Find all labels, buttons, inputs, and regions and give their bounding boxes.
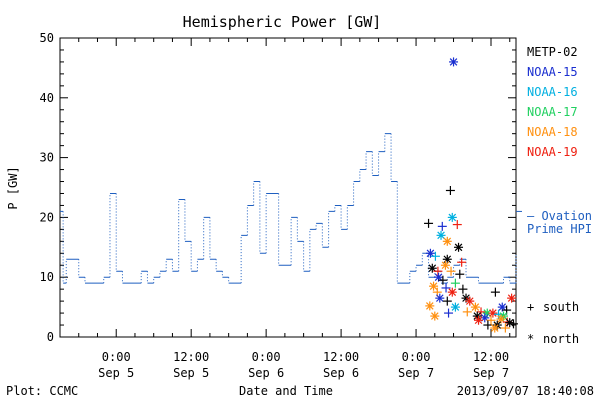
data-point (454, 242, 464, 252)
ovation-legend: — Ovation Prime HPI (527, 209, 592, 236)
data-point (470, 302, 480, 312)
data-point (490, 287, 500, 297)
legend-entry: NOAA-16 (527, 85, 578, 99)
x-axis-label: Date and Time (239, 384, 333, 398)
legend-entry: METP-02 (527, 45, 578, 59)
north-symbol-glyph: * (527, 332, 534, 346)
x-tick-time-label: 0:00 (402, 350, 431, 364)
data-point (425, 248, 435, 258)
plot-frame (59, 37, 517, 338)
data-point (455, 269, 465, 279)
data-point (462, 307, 472, 317)
x-tick-date-label: Sep 5 (173, 366, 209, 380)
plot-credit: Plot: CCMC (6, 384, 78, 398)
data-point (474, 315, 484, 325)
ovation-legend-line1: — Ovation (527, 209, 592, 223)
data-point (486, 315, 496, 325)
y-tick-label: 20 (40, 210, 54, 224)
data-point (429, 281, 439, 291)
legend-entry: NOAA-17 (527, 105, 578, 119)
data-point (424, 218, 434, 228)
data-point (444, 308, 454, 318)
data-point (465, 296, 475, 306)
legend-entry: NOAA-19 (527, 145, 578, 159)
data-point (438, 275, 448, 285)
x-axis-ticks: 0:00 Sep 5 12:00 Sep 5 0:00 Sep 6 12:00 Sep 6 0:… (78, 38, 511, 380)
x-tick-date-label: Sep 7 (473, 366, 509, 380)
data-point (450, 278, 460, 288)
legend-entry: NOAA-18 (527, 125, 578, 139)
data-point (457, 257, 467, 267)
legend-entry: NOAA-15 (527, 65, 578, 79)
plot-timestamp: 2013/09/07 18:40:08 (457, 384, 594, 398)
data-point (490, 323, 500, 333)
data-point (441, 283, 451, 293)
data-point (435, 293, 445, 303)
data-point (442, 236, 452, 246)
x-tick-time-label: 12:00 (323, 350, 359, 364)
satellite-points (424, 57, 519, 333)
x-tick-time-label: 0:00 (252, 350, 281, 364)
data-point (488, 308, 498, 318)
data-point (452, 220, 462, 230)
x-tick-time-label: 12:00 (473, 350, 509, 364)
y-tick-label: 0 (47, 330, 54, 344)
north-symbol-label: north (543, 332, 579, 346)
symbol-legend: + south * north (527, 300, 579, 346)
south-symbol-glyph: + (527, 300, 534, 314)
ovation-legend-line2: Prime HPI (527, 222, 592, 236)
data-point (433, 266, 443, 276)
south-symbol-label: south (543, 300, 579, 314)
data-point (447, 287, 457, 297)
data-point (472, 311, 482, 321)
data-point (483, 320, 493, 330)
data-point (440, 260, 450, 270)
y-tick-label: 30 (40, 151, 54, 165)
data-point (430, 251, 440, 261)
data-point (430, 311, 440, 321)
chart-title: Hemispheric Power [GW] (183, 13, 382, 31)
y-tick-label: 10 (40, 270, 54, 284)
data-point (436, 230, 446, 240)
data-point (507, 293, 517, 303)
x-tick-date-label: Sep 6 (248, 366, 284, 380)
data-point (447, 212, 457, 222)
data-point (450, 302, 460, 312)
data-point (458, 284, 468, 294)
data-point (446, 266, 456, 276)
y-axis-ticks: 0 10 20 30 40 50 (40, 31, 516, 344)
y-tick-label: 50 (40, 31, 54, 45)
data-point (500, 323, 510, 333)
x-tick-date-label: Sep 6 (323, 366, 359, 380)
ovation-series-line (60, 133, 516, 284)
data-point (437, 221, 447, 231)
data-point (445, 185, 455, 195)
data-point (505, 318, 515, 328)
x-tick-time-label: 0:00 (102, 350, 131, 364)
data-point (509, 319, 519, 329)
x-tick-date-label: Sep 5 (98, 366, 134, 380)
data-point (434, 272, 444, 282)
x-tick-time-label: 12:00 (173, 350, 209, 364)
y-axis-label: P [GW] (6, 166, 20, 209)
y-tick-label: 40 (40, 91, 54, 105)
data-point (425, 301, 435, 311)
data-point (442, 254, 452, 264)
data-point (427, 263, 437, 273)
data-point (449, 57, 459, 67)
data-point (442, 296, 452, 306)
x-tick-date-label: Sep 7 (398, 366, 434, 380)
legend: METP-02 NOAA-15 NOAA-16 NOAA-17 NOAA-18 NOAA-… (527, 45, 578, 159)
